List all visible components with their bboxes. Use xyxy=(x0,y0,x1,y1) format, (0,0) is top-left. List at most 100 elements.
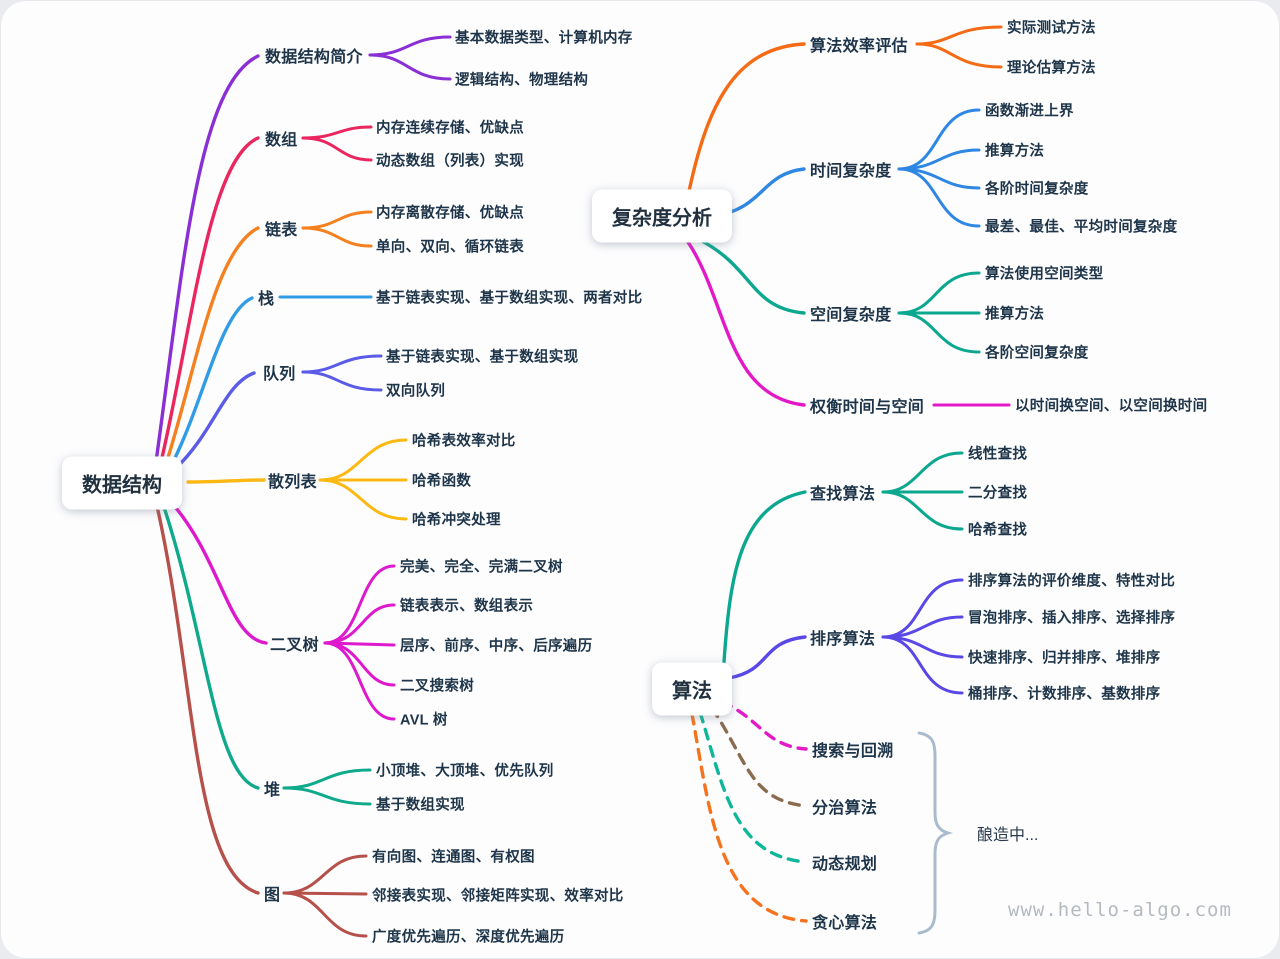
branch-linked-list[interactable]: 链表 xyxy=(265,222,298,239)
root-algorithms[interactable]: 算法 xyxy=(652,662,732,716)
child-line xyxy=(368,35,452,57)
leaf-node[interactable]: 桶排序、计数排序、基数排序 xyxy=(968,686,1161,703)
trunk-line xyxy=(155,504,260,895)
branch-stack[interactable]: 栈 xyxy=(258,291,275,308)
leaf-node[interactable]: 线性查找 xyxy=(968,446,1028,463)
root-data-structures[interactable]: 数据结构 xyxy=(62,456,182,510)
branch-binary-tree[interactable]: 二叉树 xyxy=(270,637,319,654)
child-line xyxy=(323,603,396,645)
leaf-node[interactable]: 双向队列 xyxy=(386,383,446,400)
trunk-line xyxy=(720,700,808,751)
branch-sorting[interactable]: 排序算法 xyxy=(810,631,876,648)
trunk-line xyxy=(174,371,256,470)
child-line xyxy=(282,786,372,806)
trunk-line xyxy=(686,42,806,198)
trunk-line xyxy=(164,226,260,466)
leaf-node[interactable]: 内存连续存储、优缺点 xyxy=(376,120,524,137)
leaf-node[interactable]: 完美、完全、完满二叉树 xyxy=(400,559,563,576)
child-line xyxy=(318,478,408,521)
trunk-line xyxy=(690,712,808,923)
leaf-node[interactable]: 函数渐进上界 xyxy=(985,103,1074,120)
branch-greedy[interactable]: 贪心算法 xyxy=(812,915,878,932)
leaf-node[interactable]: 邻接表实现、邻接矩阵实现、效率对比 xyxy=(372,888,624,905)
leaf-node[interactable]: 各阶时间复杂度 xyxy=(985,181,1089,198)
brewing-note: 酿造中... xyxy=(977,827,1039,844)
child-line xyxy=(323,641,396,721)
leaf-node[interactable]: 广度优先遍历、深度优先遍历 xyxy=(372,929,565,946)
branch-searching[interactable]: 查找算法 xyxy=(810,486,876,503)
leaf-node[interactable]: AVL 树 xyxy=(400,712,448,729)
leaf-node[interactable]: 小顶堆、大顶堆、优先队列 xyxy=(376,763,554,780)
child-line xyxy=(881,451,964,494)
leaf-node[interactable]: 基本数据类型、计算机内存 xyxy=(455,30,633,47)
child-line xyxy=(301,136,373,162)
branch-queue[interactable]: 队列 xyxy=(263,366,296,383)
branch-heap[interactable]: 堆 xyxy=(264,782,281,799)
trunk-line xyxy=(698,238,806,315)
branch-lines-stack xyxy=(169,295,373,468)
branch-divide-and-conquer[interactable]: 分治算法 xyxy=(812,800,878,817)
branch-lines-linked-list xyxy=(164,210,373,466)
branch-lines-array xyxy=(159,125,373,464)
leaf-node[interactable]: 基于链表实现、基于数组实现、两者对比 xyxy=(376,290,643,307)
leaf-node[interactable]: 基于链表实现、基于数组实现 xyxy=(386,349,579,366)
leaf-node[interactable]: 哈希查找 xyxy=(968,522,1028,539)
branch-lines-graph xyxy=(155,504,368,938)
branch-space-complexity[interactable]: 空间复杂度 xyxy=(810,307,892,324)
leaf-node[interactable]: 冒泡排序、插入排序、选择排序 xyxy=(968,610,1176,627)
leaf-node[interactable]: 各阶空间复杂度 xyxy=(985,345,1089,362)
branch-lines-intro xyxy=(154,35,452,464)
branch-lines-algorithm-efficiency xyxy=(686,25,1003,198)
child-line xyxy=(881,578,964,639)
trunk-line xyxy=(686,240,806,407)
branch-time-space-tradeoff[interactable]: 权衡时间与空间 xyxy=(810,399,925,416)
child-line xyxy=(301,125,373,140)
branch-lines-divide-and-conquer xyxy=(710,706,808,808)
leaf-node[interactable]: 哈希表效率对比 xyxy=(412,433,516,450)
branch-algorithm-efficiency[interactable]: 算法效率评估 xyxy=(810,38,908,55)
leaf-node[interactable]: 以时间换空间、以空间换时间 xyxy=(1015,398,1208,415)
brace xyxy=(917,731,954,935)
child-line xyxy=(301,354,383,374)
leaf-node[interactable]: 层序、前序、中序、后序遍历 xyxy=(400,638,593,655)
child-line xyxy=(897,311,981,354)
leaf-node[interactable]: 理论估算方法 xyxy=(1007,60,1096,77)
branch-intro[interactable]: 数据结构简介 xyxy=(265,49,363,66)
leaf-node[interactable]: 推算方法 xyxy=(985,143,1045,160)
child-line xyxy=(323,564,396,645)
root-complexity-analysis[interactable]: 复杂度分析 xyxy=(592,189,732,243)
child-line xyxy=(282,891,368,896)
child-line xyxy=(282,891,368,938)
leaf-node[interactable]: 算法使用空间类型 xyxy=(985,266,1104,283)
child-line xyxy=(897,271,981,315)
leaf-node[interactable]: 二叉搜索树 xyxy=(400,678,474,695)
leaf-node[interactable]: 排序算法的评价维度、特性对比 xyxy=(968,573,1176,590)
leaf-node[interactable]: 哈希函数 xyxy=(412,473,472,490)
branch-lines-time-space-tradeoff xyxy=(686,240,1011,407)
leaf-node[interactable]: 逻辑结构、物理结构 xyxy=(455,72,589,89)
branch-hash-table[interactable]: 散列表 xyxy=(268,474,317,491)
trunk-line xyxy=(169,296,254,468)
leaf-node[interactable]: 二分查找 xyxy=(968,485,1028,502)
leaf-node[interactable]: 单向、双向、循环链表 xyxy=(376,239,524,256)
leaf-node[interactable]: 基于数组实现 xyxy=(376,797,465,814)
child-line xyxy=(282,854,368,895)
leaf-node[interactable]: 内存离散存储、优缺点 xyxy=(376,205,524,222)
branch-array[interactable]: 数组 xyxy=(265,132,298,149)
branch-graph[interactable]: 图 xyxy=(264,887,281,904)
leaf-node[interactable]: 哈希冲突处理 xyxy=(412,512,501,529)
branch-dynamic-programming[interactable]: 动态规划 xyxy=(812,856,878,873)
branch-lines-space-complexity xyxy=(698,238,981,354)
leaf-node[interactable]: 链表表示、数组表示 xyxy=(400,598,534,615)
branch-backtracking[interactable]: 搜索与回溯 xyxy=(812,743,894,760)
leaf-node[interactable]: 动态数组（列表）实现 xyxy=(376,153,524,170)
child-line xyxy=(897,108,981,171)
leaf-node[interactable]: 最差、最佳、平均时间复杂度 xyxy=(985,219,1178,236)
leaf-node[interactable]: 推算方法 xyxy=(985,306,1045,323)
watermark: www.hello-algo.com xyxy=(1008,899,1232,921)
leaf-node[interactable]: 有向图、连通图、有权图 xyxy=(372,849,535,866)
leaf-node[interactable]: 快速排序、归并排序、堆排序 xyxy=(968,650,1161,667)
child-line xyxy=(301,210,373,230)
branch-time-complexity[interactable]: 时间复杂度 xyxy=(810,163,892,180)
leaf-node[interactable]: 实际测试方法 xyxy=(1007,20,1096,37)
